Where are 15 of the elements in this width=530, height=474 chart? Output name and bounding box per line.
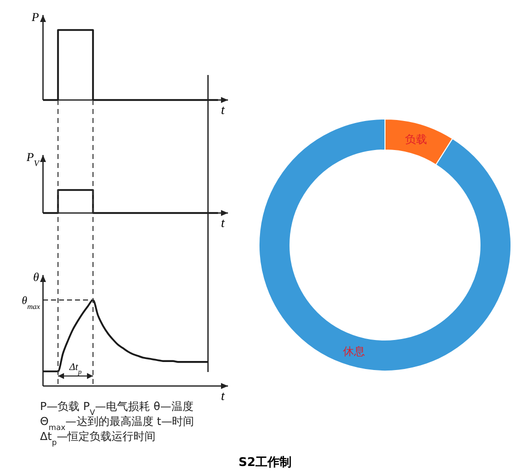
text: Θ$_{max}$—达到的最高温度 t—时间: [40, 415, 194, 432]
y-axis-title: P: [30, 10, 40, 24]
slice-label: 负载: [404, 132, 427, 146]
ref-line-label: θ$_{max}$: [22, 295, 41, 310]
x-axis-title: t: [221, 215, 225, 230]
text: S2工作制: [238, 455, 292, 469]
donut-slice: [258, 118, 512, 372]
annotation: Δt$_{p}$: [68, 362, 82, 376]
slice-label: 休息: [343, 345, 366, 358]
y-axis-title: P$_{V}$: [26, 150, 40, 168]
x-axis-title: t: [221, 102, 225, 117]
x-axis-title: t: [221, 388, 225, 403]
y-axis-title: θ: [33, 270, 40, 284]
text: P—负载 P$_{V}$—电气损耗 θ—温度: [40, 400, 194, 416]
text: Δt$_{p}$—恒定负载运行时间: [40, 430, 156, 446]
